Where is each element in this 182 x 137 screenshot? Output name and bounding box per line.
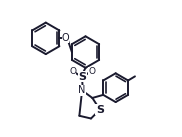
Text: O: O (62, 33, 70, 43)
Text: O: O (88, 67, 95, 76)
Text: S: S (96, 105, 104, 115)
Text: N: N (78, 85, 86, 95)
Text: S: S (78, 72, 86, 82)
Text: O: O (69, 67, 76, 76)
